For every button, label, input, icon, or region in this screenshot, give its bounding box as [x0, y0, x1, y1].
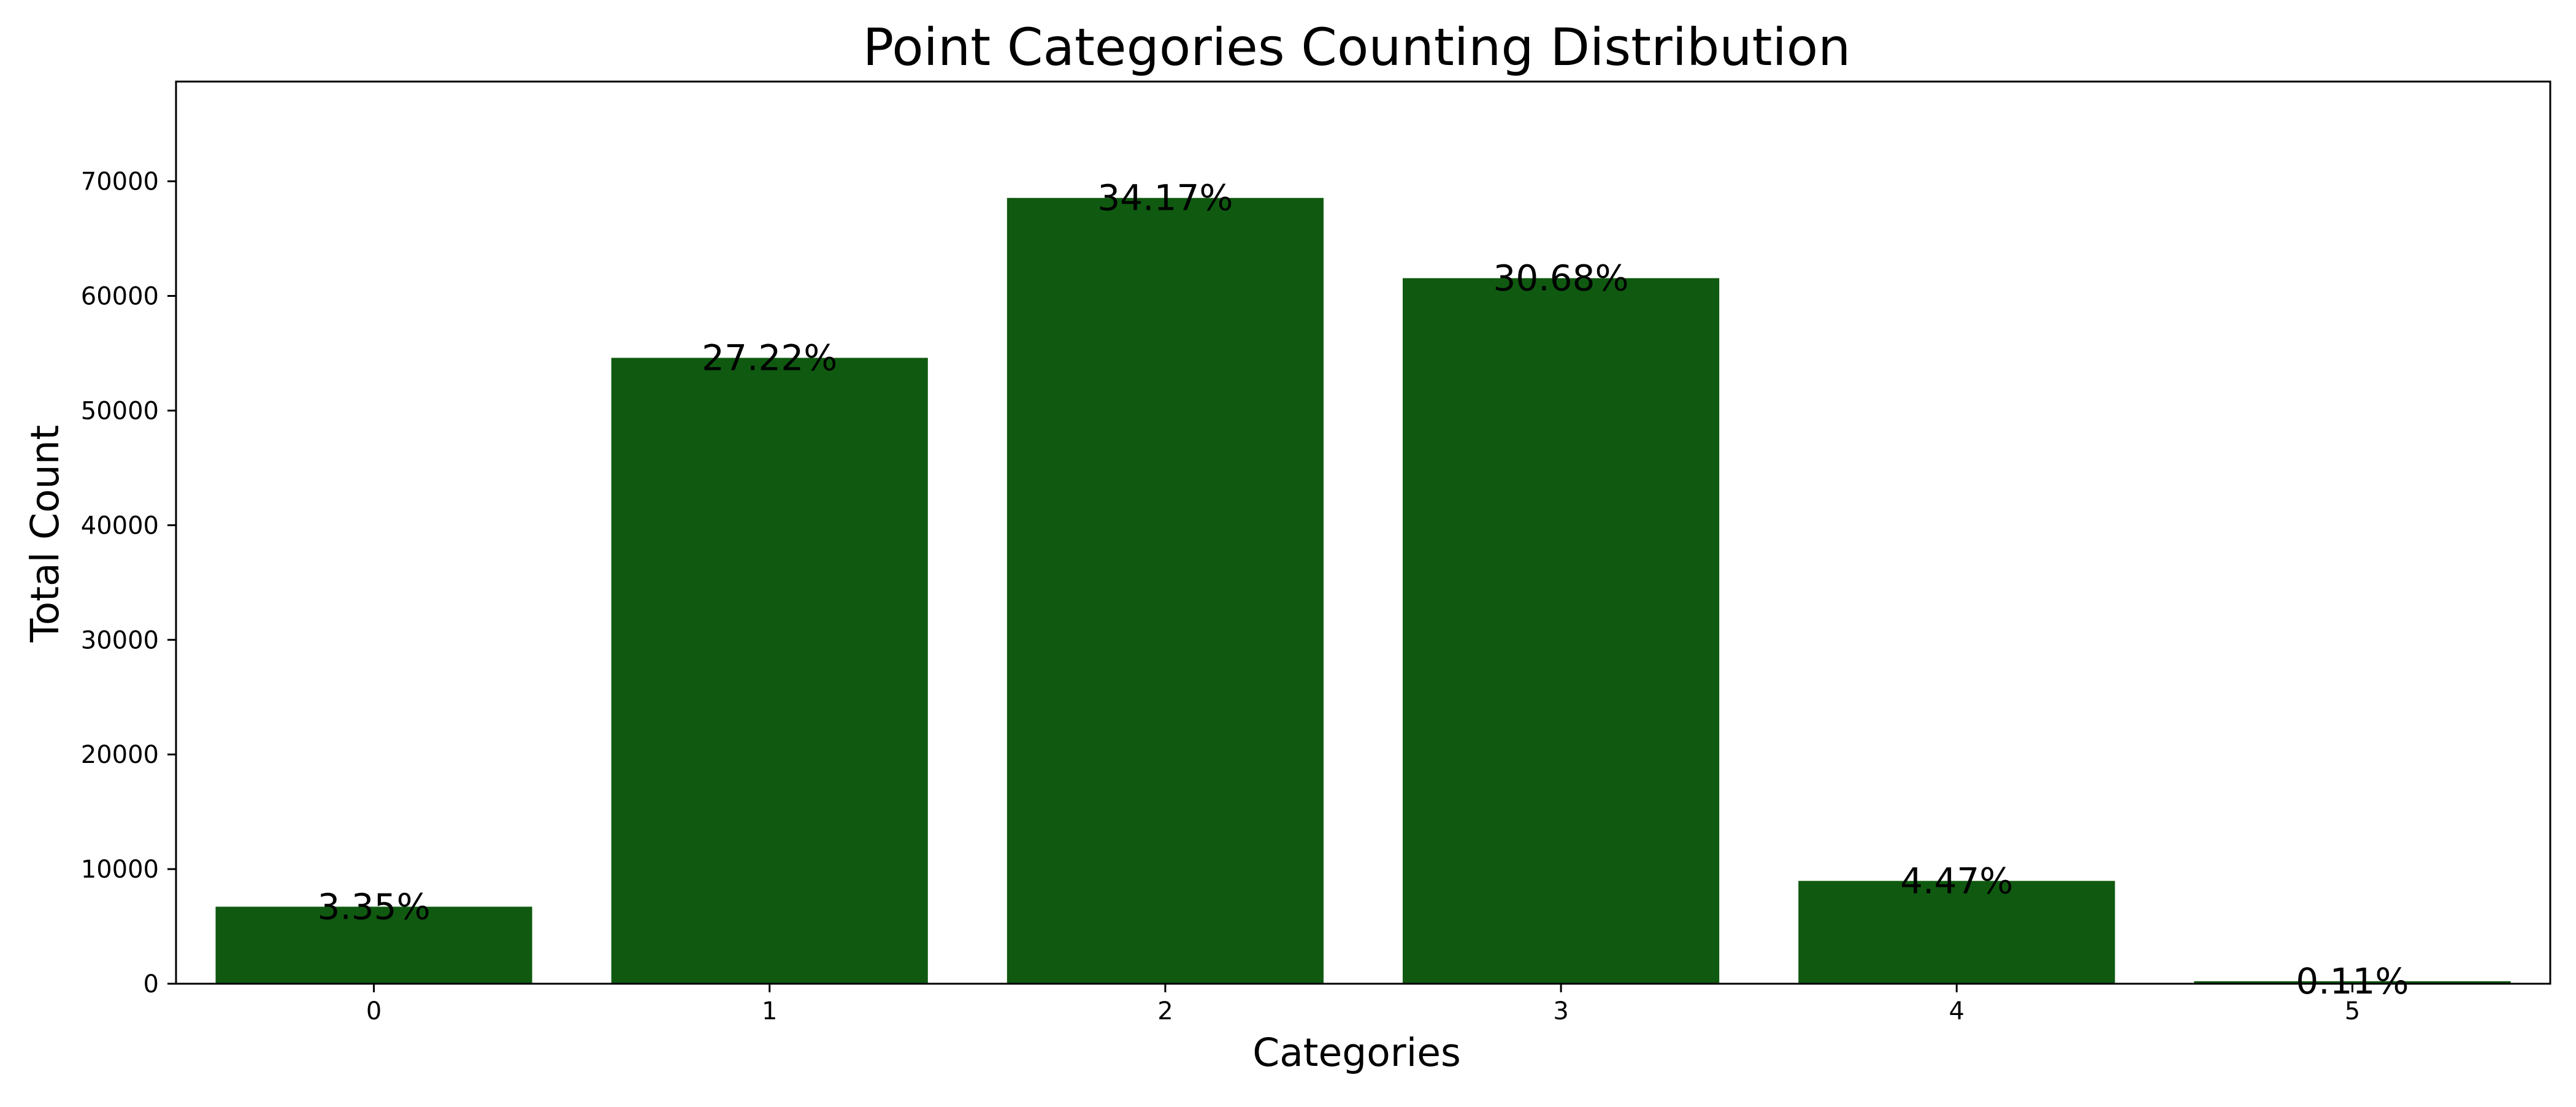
y-tick-label-50000: 50000 — [81, 397, 159, 425]
y-axis: 0 10000 20000 30000 40000 50000 60000 70000 — [81, 168, 176, 998]
x-tick-label-2: 2 — [1157, 997, 1173, 1025]
bar-0 — [215, 906, 532, 984]
y-axis-label: Total Count — [23, 425, 67, 643]
y-tick-label-20000: 20000 — [81, 741, 159, 769]
plot-frame — [175, 80, 2551, 985]
y-tick-label-70000: 70000 — [81, 168, 159, 196]
x-axis-label: Categories — [1252, 1030, 1461, 1075]
data-label-0: 3.35% — [317, 886, 430, 927]
bar-3 — [1403, 278, 1720, 984]
data-label-1: 27.22% — [702, 337, 837, 378]
data-label-3: 30.68% — [1493, 258, 1629, 299]
bars-layer — [215, 197, 2511, 984]
data-labels-layer: 3.35% 27.22% 34.17% 30.68% 4.47% 0.11% — [317, 177, 2409, 1002]
y-tick-label-60000: 60000 — [81, 283, 159, 311]
x-tick-label-3: 3 — [1553, 997, 1568, 1025]
y-tick-label-30000: 30000 — [81, 626, 159, 654]
y-tick-label-40000: 40000 — [81, 511, 159, 540]
data-label-2: 34.17% — [1097, 177, 1233, 219]
bar-1 — [611, 358, 928, 984]
x-tick-label-5: 5 — [2345, 997, 2360, 1025]
y-tick-label-10000: 10000 — [81, 856, 159, 884]
bar-5 — [2194, 981, 2511, 984]
x-tick-label-1: 1 — [762, 997, 777, 1025]
x-axis: 0 1 2 3 4 5 — [366, 984, 2360, 1025]
data-label-5: 0.11% — [2296, 960, 2409, 1002]
y-tick-label-0: 0 — [144, 970, 159, 998]
bar-4 — [1798, 881, 2115, 984]
data-label-4: 4.47% — [1900, 860, 2013, 902]
x-tick-label-0: 0 — [366, 997, 381, 1025]
x-tick-label-4: 4 — [1949, 997, 1965, 1025]
chart-title: Point Categories Counting Distribution — [863, 17, 1851, 77]
bar-2 — [1006, 197, 1324, 984]
